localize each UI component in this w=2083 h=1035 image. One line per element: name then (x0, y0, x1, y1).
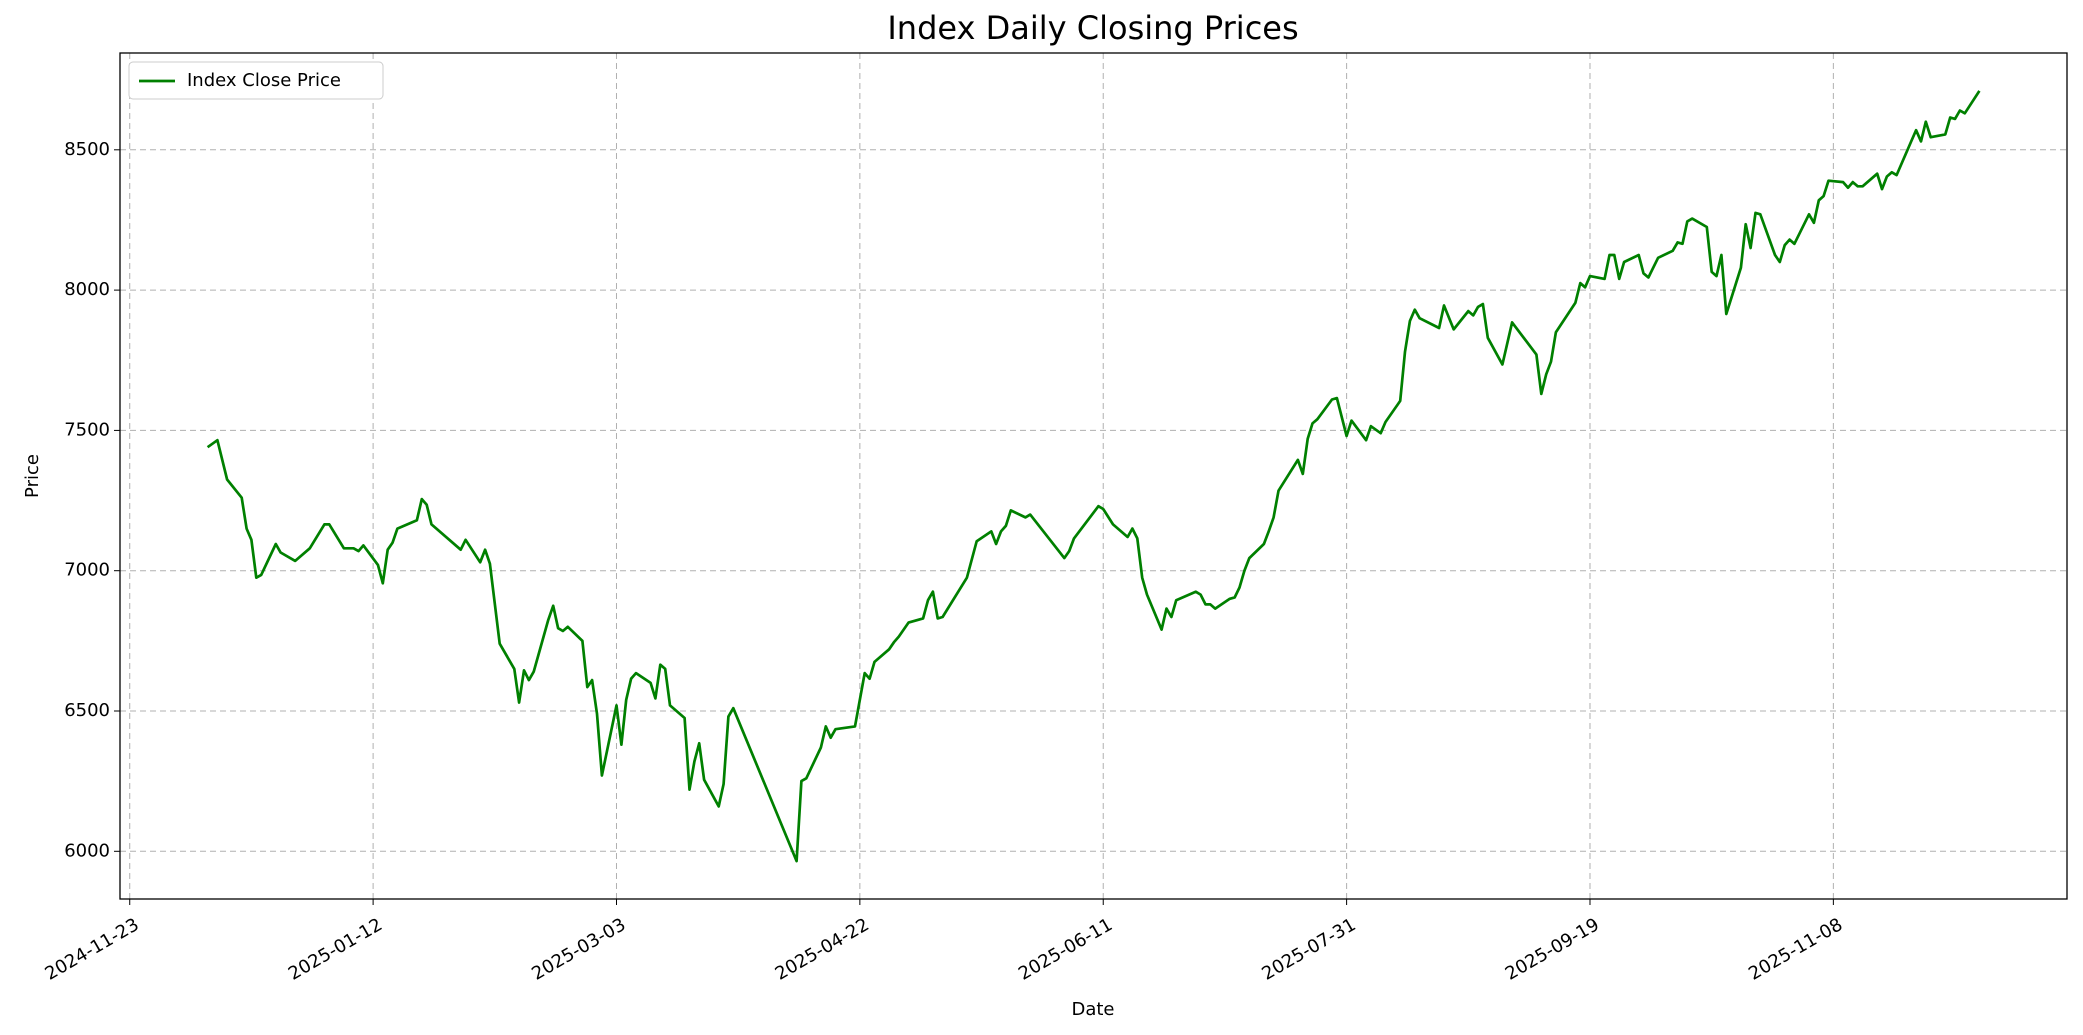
plot-frame (119, 52, 2068, 900)
y-tick-label: 6000 (64, 840, 110, 861)
x-tick-label: 2025-09-19 (1502, 914, 1603, 984)
x-axis-label: Date (1071, 999, 1114, 1020)
x-tick-label: 2025-03-03 (528, 914, 629, 984)
y-tick-label: 7500 (64, 419, 110, 440)
x-tick-label: 2025-07-31 (1258, 914, 1359, 984)
legend-box (128, 61, 384, 100)
y-tick-label: 8500 (64, 139, 110, 160)
x-tick-label: 2025-01-12 (285, 914, 386, 984)
y-axis-label: Price (22, 454, 43, 498)
y-tick-label: 6500 (64, 700, 110, 721)
x-tick-label: 2025-11-08 (1745, 914, 1846, 984)
x-tick-label: 2025-04-22 (772, 914, 873, 984)
y-tick-label: 8000 (64, 279, 110, 300)
chart-title: Index Daily Closing Prices (887, 9, 1298, 47)
x-tick-label: 2025-06-11 (1015, 914, 1116, 984)
y-tick-label: 7000 (64, 560, 110, 581)
line (206, 90, 1981, 863)
x-tick-label: 2024-11-23 (42, 914, 143, 984)
legend-label: Index Close Price (187, 70, 341, 91)
